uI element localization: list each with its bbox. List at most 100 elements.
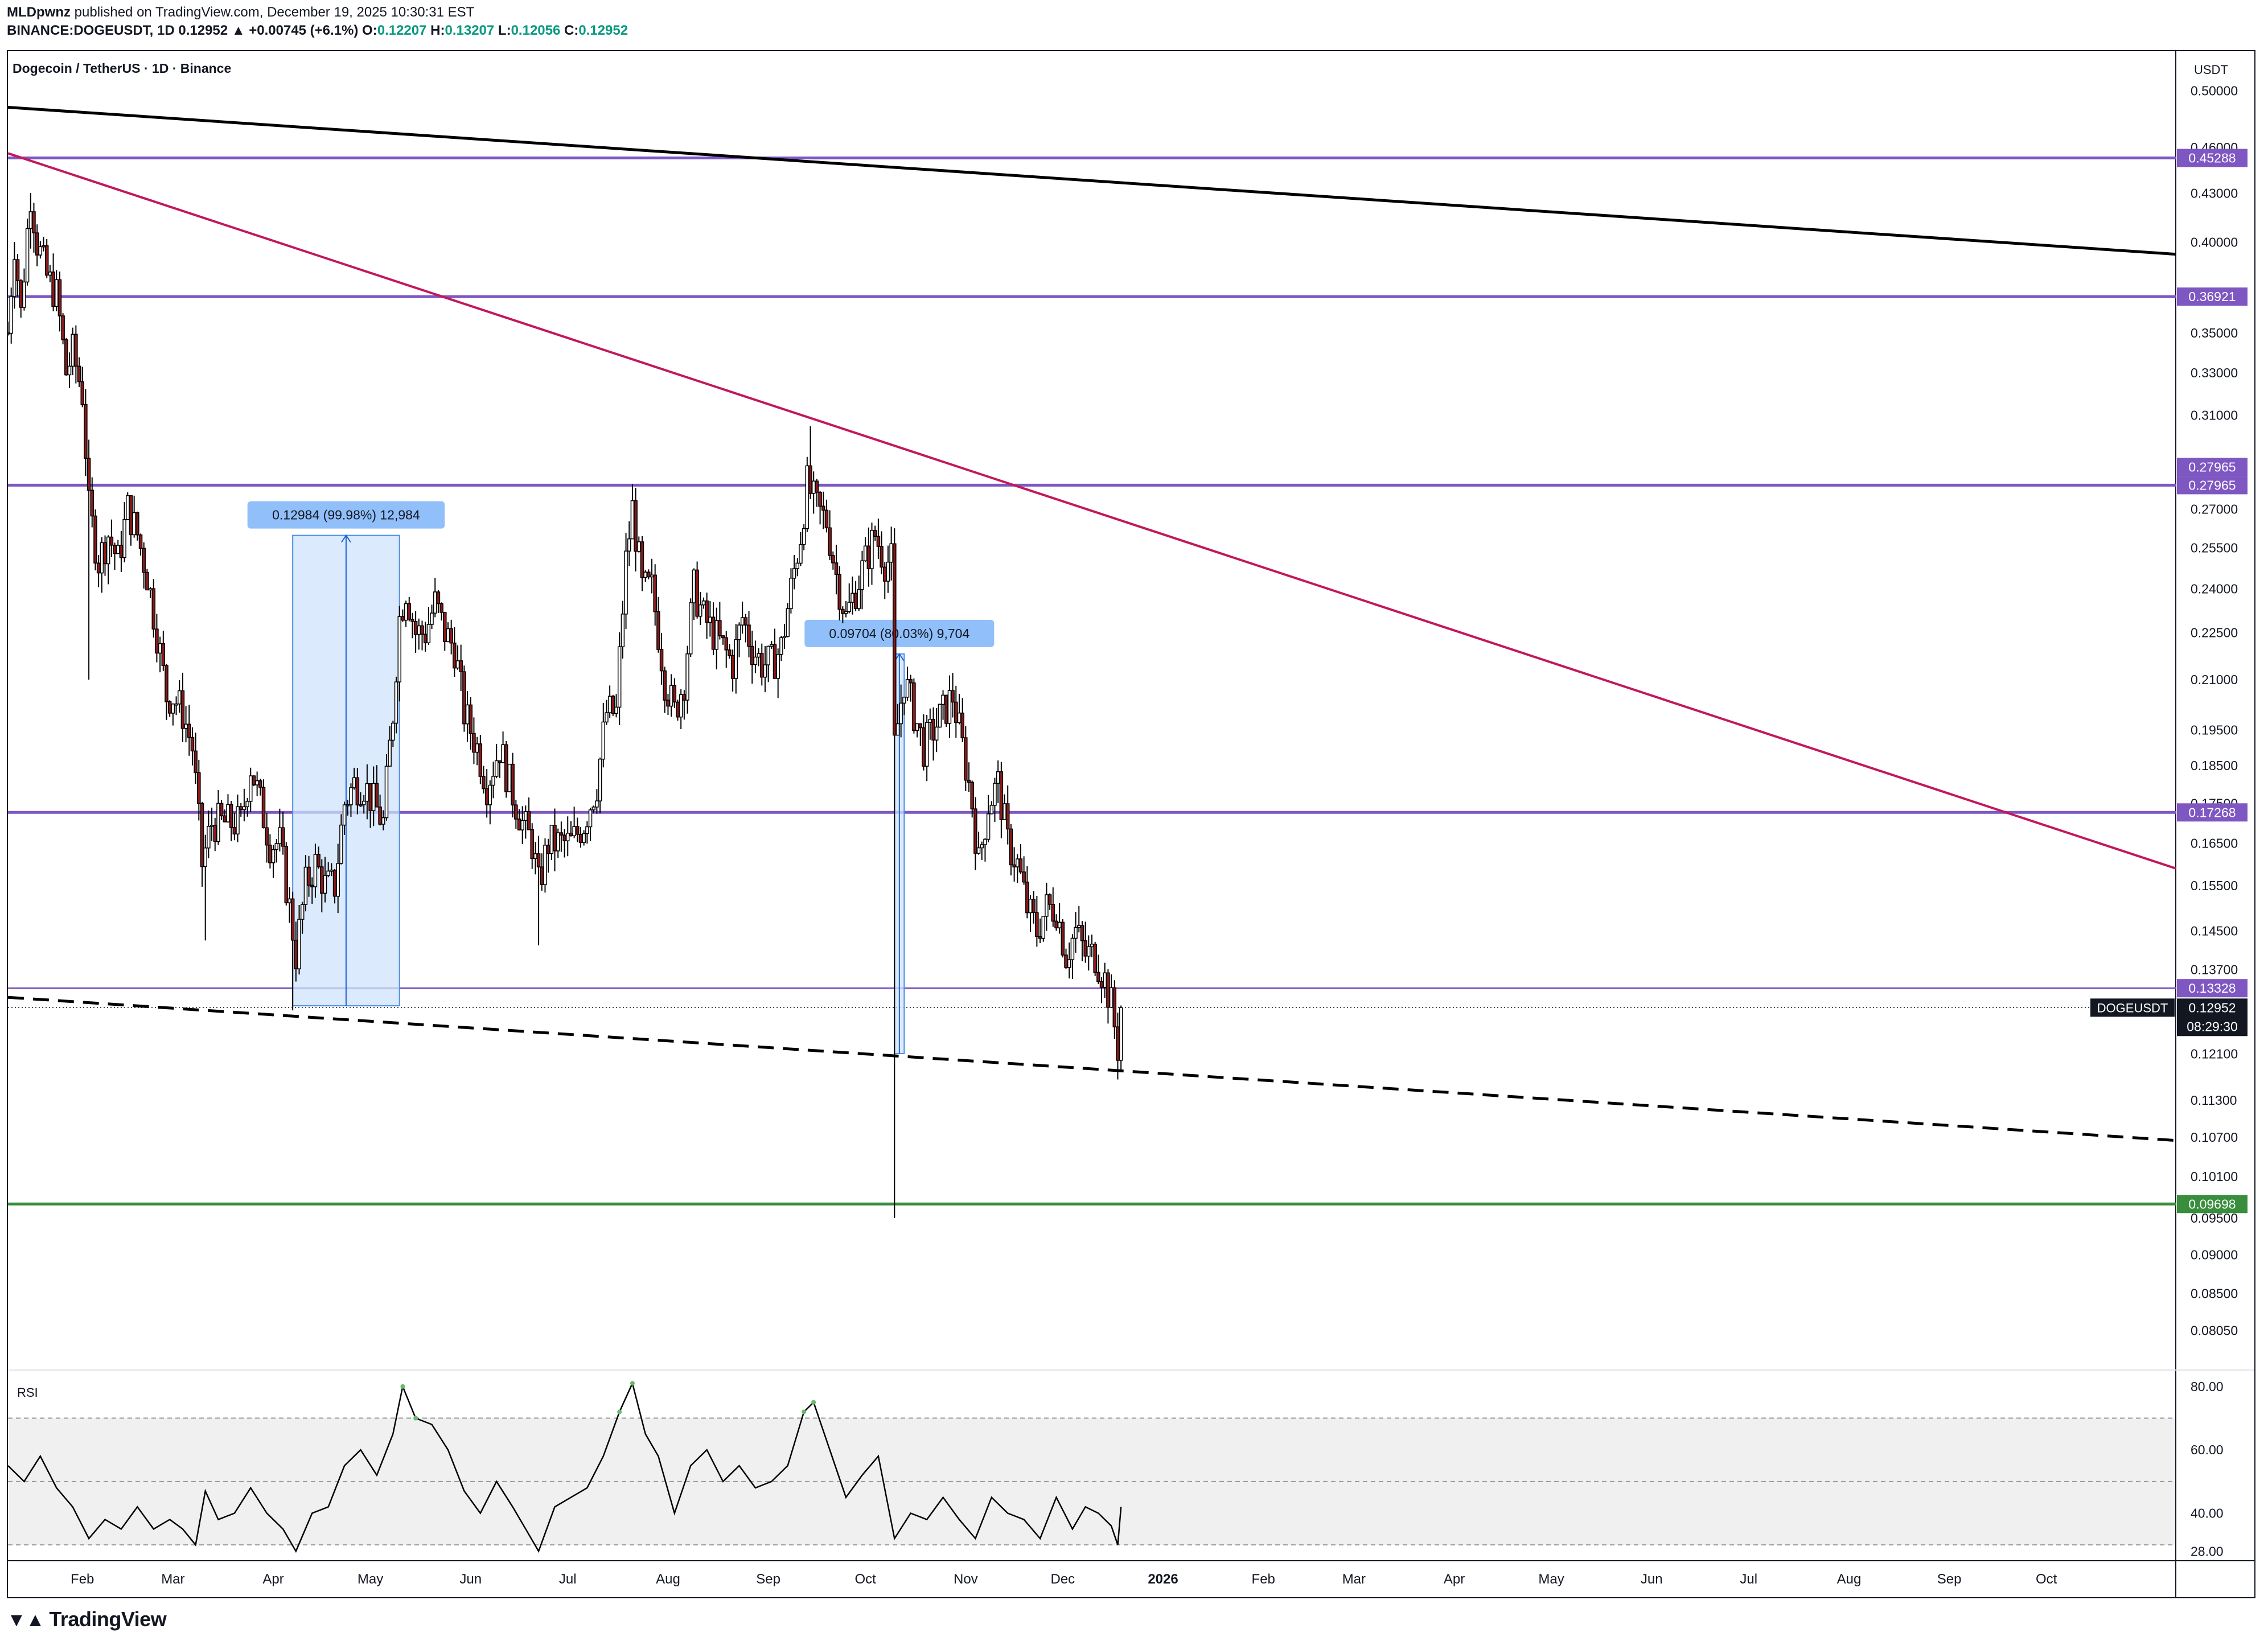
candle-body	[980, 844, 984, 849]
candle-body	[161, 643, 166, 666]
candle-body	[841, 608, 845, 614]
candle-body	[330, 869, 334, 872]
price-level-tag	[2177, 149, 2248, 167]
candle-body	[656, 611, 660, 650]
candle-body	[511, 763, 515, 805]
candle-body	[171, 704, 175, 714]
candle-body	[42, 245, 46, 248]
candle-body	[527, 811, 531, 830]
candle-body	[634, 500, 638, 552]
candle-body	[44, 245, 49, 276]
candle-body	[724, 637, 729, 651]
price-chart[interactable]: 0.12984 (99.98%) 12,984 0.09704 (80.03%) …	[8, 51, 2254, 1597]
candle-body	[1090, 943, 1094, 947]
candle-body	[84, 404, 88, 459]
measurement-tools[interactable]: 0.12984 (99.98%) 12,984 0.09704 (80.03%) …	[247, 501, 995, 1054]
time-tick: May	[1538, 1572, 1564, 1587]
trendlines[interactable]	[8, 105, 2176, 1142]
candle-body	[789, 578, 793, 609]
chart-frame[interactable]: 0.12984 (99.98%) 12,984 0.09704 (80.03%) …	[7, 50, 2255, 1598]
currency-label: USDT	[2194, 63, 2228, 77]
candle-body	[397, 616, 401, 682]
candle-body	[433, 591, 437, 614]
candle-body	[96, 562, 101, 574]
candle-body	[426, 624, 431, 644]
price-level-tag-text: 0.27965	[2188, 459, 2236, 474]
price-tick: 0.13700	[2191, 962, 2238, 977]
time-tick: Sep	[1937, 1572, 1962, 1587]
candle-body	[614, 706, 618, 714]
rsi-overbought-mark	[413, 1416, 418, 1421]
candle-body	[611, 696, 615, 714]
candle-body	[643, 571, 647, 578]
candle-body	[326, 870, 330, 876]
candle-body	[455, 660, 460, 669]
candle-body	[187, 723, 191, 738]
candle-body	[624, 550, 628, 615]
trendline-dashed-support	[8, 996, 2176, 1142]
candle-body	[886, 561, 890, 582]
candle-body	[954, 701, 958, 723]
time-tick: Mar	[1342, 1572, 1366, 1587]
candle-body	[1093, 943, 1097, 973]
axes[interactable]: 0.500000.460000.430000.400000.350000.330…	[71, 83, 2248, 1587]
candle-body	[229, 804, 233, 828]
last-price: 0.12952	[178, 23, 228, 38]
candle-body	[792, 568, 796, 579]
candle-body	[685, 653, 689, 701]
candle-body	[226, 804, 230, 822]
high-value: 0.13207	[445, 23, 495, 38]
candle-body	[647, 571, 651, 578]
candle-body	[116, 545, 120, 554]
candle-body	[1012, 864, 1016, 867]
candle-body	[938, 704, 942, 728]
open-value: 0.12207	[377, 23, 427, 38]
price-tick: 0.27000	[2191, 501, 2238, 516]
high-label: H:	[430, 23, 445, 38]
candle-body	[287, 898, 291, 903]
open-label: O:	[362, 23, 377, 38]
candle-body	[126, 495, 130, 520]
candle-body	[1099, 981, 1104, 988]
candle-body	[701, 600, 706, 606]
symbol-tag-text: DOGEUSDT	[2097, 1001, 2168, 1015]
candle-body	[122, 519, 126, 558]
publish-text: published on TradingView.com, December 1…	[74, 5, 475, 20]
author-name[interactable]: MLDpwnz	[7, 5, 71, 20]
candle-body	[507, 763, 512, 792]
candle-body	[543, 845, 547, 885]
candle-body	[1022, 871, 1026, 883]
tradingview-logo[interactable]: ▼▲ TradingView	[7, 1607, 167, 1631]
candle-body	[533, 853, 537, 859]
candle-body	[795, 562, 800, 569]
candle-body	[863, 545, 868, 562]
candle-body	[967, 779, 971, 783]
candles[interactable]	[8, 192, 1123, 1218]
candle-body	[857, 589, 861, 609]
candle-body	[488, 784, 492, 805]
price-level-tag-text: 0.27965	[2188, 478, 2236, 492]
candle-body	[15, 259, 20, 281]
candle-body	[757, 653, 761, 658]
candle-body	[1041, 916, 1045, 939]
candle-body	[562, 834, 566, 841]
candle-body	[93, 515, 97, 564]
candle-body	[478, 743, 483, 777]
price-change: ▲ +0.00745 (+6.1%)	[231, 23, 359, 38]
candle-body	[371, 783, 376, 811]
rsi-pane[interactable]	[8, 1417, 2176, 1546]
rsi-overbought-mark	[617, 1409, 622, 1414]
candle-body	[355, 777, 360, 805]
candle-body	[22, 281, 26, 308]
price-tick: 0.40000	[2191, 235, 2238, 250]
rsi-title: RSI	[17, 1385, 38, 1400]
candle-body	[708, 616, 712, 623]
candle-body	[540, 866, 544, 885]
candle-body	[48, 272, 52, 276]
candle-body	[436, 591, 441, 604]
candle-body	[209, 825, 214, 827]
candle-body	[129, 495, 133, 536]
candle-body	[484, 788, 489, 805]
candle-body	[912, 682, 916, 731]
candle-body	[504, 744, 508, 792]
